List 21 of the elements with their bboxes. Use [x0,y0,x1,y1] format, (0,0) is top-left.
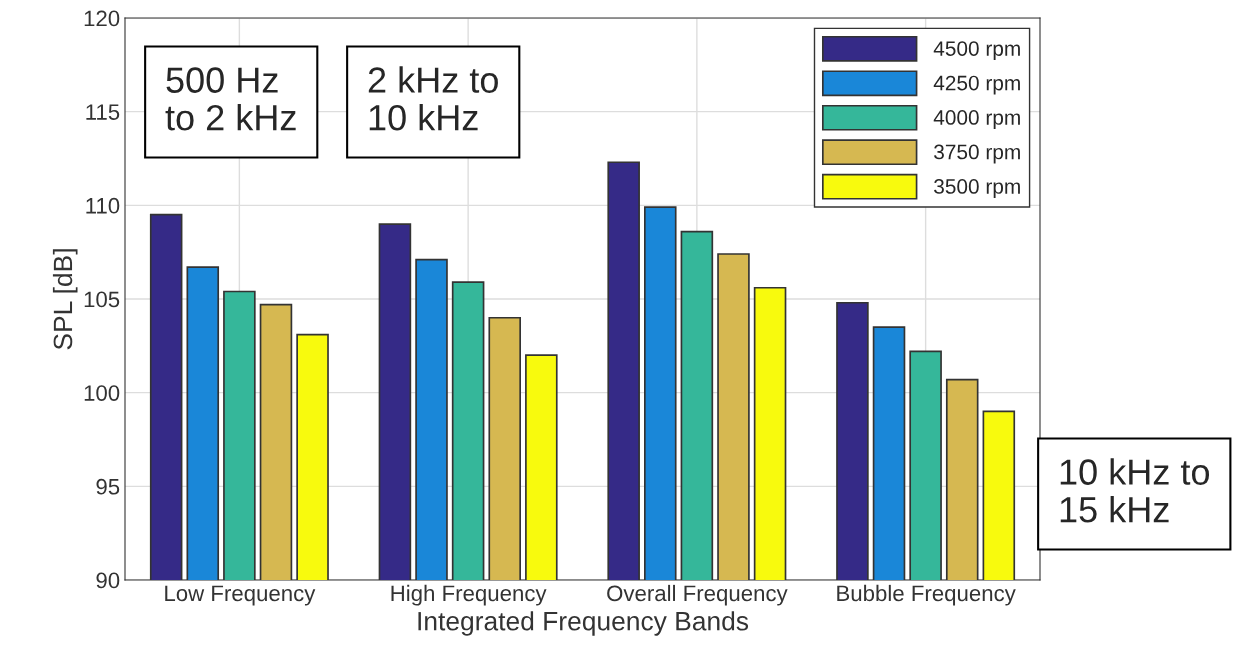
x-axis-title: Integrated Frequency Bands [418,611,749,636]
y-tick-label: 95 [96,478,120,495]
annotation: 2 kHz to 10 kHz [368,66,498,131]
legend-label: 4500 rpm [933,41,1020,61]
y-axis-title: SPL [dB] [52,249,78,350]
annotation: 500 Hz to 2 kHz [165,67,296,131]
y-tick-label: 120 [84,10,120,27]
y-tick-label: 110 [86,197,120,214]
x-tick-label: Overall Frequency [607,584,788,606]
x-tick-label: High Frequency [391,584,547,606]
legend-label: 3750 rpm [934,144,1020,164]
legend-label: 3500 rpm [934,179,1020,198]
legend-label: 4000 rpm [933,110,1020,129]
y-tick-label: 115 [86,104,120,120]
x-tick-label: Low Frequency [165,585,316,606]
y-tick-label: 90 [96,572,120,589]
y-tick-label: 105 [84,291,120,308]
y-tick-label: 100 [84,385,120,401]
text: 10 kHz to 15 kHz [1060,458,1210,523]
x-tick-label: Bubble Frequency [837,584,1016,606]
legend-label: 4250 rpm [933,75,1020,95]
